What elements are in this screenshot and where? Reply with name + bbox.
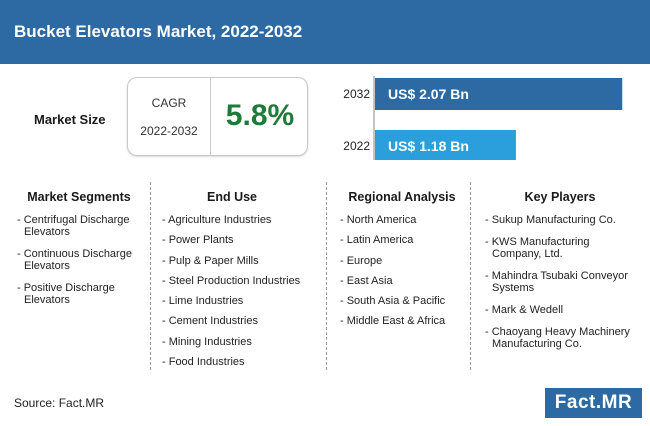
list-item: - Latin America xyxy=(340,234,414,247)
cagr-divider xyxy=(210,78,211,155)
list-item: - KWS Manufacturing Company, Ltd. xyxy=(485,236,590,260)
column-title: Regional Analysis xyxy=(348,190,456,204)
column-market-segments: Market Segments - Centrifugal Discharge … xyxy=(12,176,146,376)
bar-2022 xyxy=(375,130,516,160)
list-item: - Chaoyang Heavy Machinery Manufacturing… xyxy=(485,326,630,350)
bar-category-label: 2032 xyxy=(343,87,370,101)
list-item: - Cement Industries xyxy=(162,315,258,328)
list-item: - Mark & Wedell xyxy=(485,304,564,316)
column-divider xyxy=(326,182,327,370)
list-item: - Positive Discharge Elevators xyxy=(17,282,115,306)
list-item: - Europe xyxy=(340,254,383,267)
list-item: - North America xyxy=(340,214,417,226)
list-item: - East Asia xyxy=(340,274,393,287)
bar-2032 xyxy=(375,78,623,110)
bar-value-label: US$ 2.07 Bn xyxy=(388,86,469,102)
source-note: Source: Fact.MR xyxy=(14,396,105,410)
market-size-bar-chart: 2032 US$ 2.07 Bn 2022 US$ 1.18 Bn xyxy=(343,76,623,160)
page-title: Bucket Elevators Market, 2022-2032 xyxy=(14,22,303,41)
list-item: - Continuous Discharge Elevators xyxy=(17,248,132,272)
cagr-label: CAGR xyxy=(151,96,187,110)
market-size-label: Market Size xyxy=(34,112,106,127)
list-item: - Food Industries xyxy=(162,356,245,369)
column-divider xyxy=(150,182,151,370)
list-item: - Sukup Manufacturing Co. xyxy=(485,214,616,226)
list-item: - Middle East & Africa xyxy=(340,315,446,328)
cagr-card: CAGR 2022-2032 5.8% xyxy=(127,77,308,156)
column-title: Market Segments xyxy=(27,190,131,204)
cagr-value: 5.8% xyxy=(225,99,295,132)
segments-grid: Market Segments - Centrifugal Discharge … xyxy=(0,176,650,376)
column-key-players: Key Players - Sukup Manufacturing Co. - … xyxy=(480,176,640,376)
column-end-use: End Use - Agriculture Industries - Power… xyxy=(162,176,322,376)
column-title: Key Players xyxy=(524,190,596,204)
bar-category-label: 2022 xyxy=(343,139,370,153)
column-title: End Use xyxy=(206,190,257,204)
list-item: - Pulp & Paper Mills xyxy=(162,254,259,267)
list-item: - Mining Industries xyxy=(162,335,252,348)
list-item: - Agriculture Industries xyxy=(162,214,272,226)
factmr-logo: Fact.MR xyxy=(545,388,642,418)
list-item: - Centrifugal Discharge Elevators xyxy=(17,214,130,238)
column-divider xyxy=(470,182,471,370)
list-item: - Steel Production Industries xyxy=(162,274,301,287)
header-banner: Bucket Elevators Market, 2022-2032 xyxy=(0,0,650,64)
list-item: - Mahindra Tsubaki Conveyor Systems xyxy=(485,270,628,294)
list-item: - Lime Industries xyxy=(162,295,244,308)
column-regional-analysis: Regional Analysis - North America - Lati… xyxy=(340,176,464,376)
list-item: - Power Plants xyxy=(162,234,234,247)
list-item: - South Asia & Pacific xyxy=(340,295,446,308)
bar-value-label: US$ 1.18 Bn xyxy=(388,138,469,154)
cagr-period: 2022-2032 xyxy=(140,124,198,138)
